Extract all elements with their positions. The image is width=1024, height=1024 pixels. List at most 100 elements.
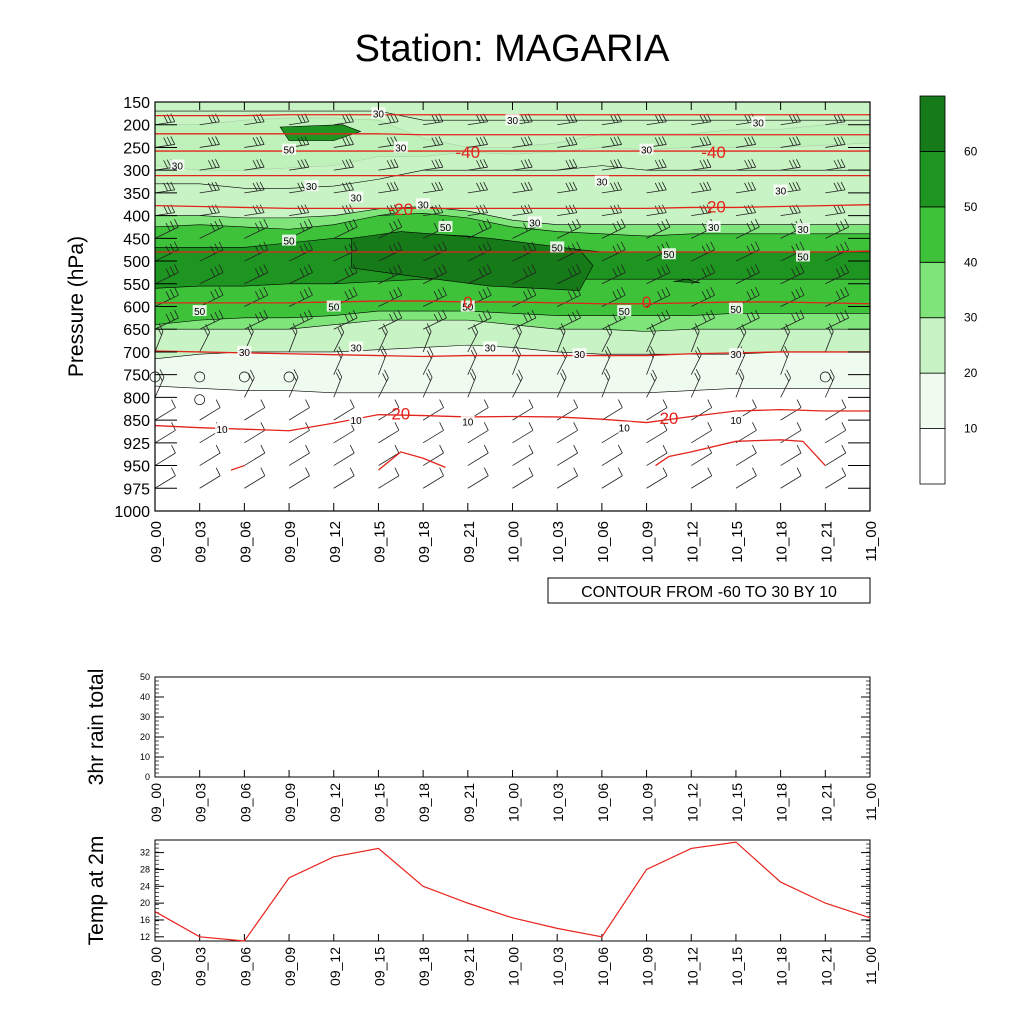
upper-air-panel: 30 30 50 30 30 30 30 30 30 30 30 30 30 30 30 50 50 50 50 50… [65,95,880,604]
wind-barb [824,323,834,353]
wind-barb [512,399,534,421]
time-tick-label: 10_03 [550,947,566,986]
speed-contour-label: 30 [797,225,809,236]
wind-barb [825,181,846,194]
speed-label-bg [215,423,230,435]
wind-barb [378,264,403,285]
speed-contour-label: 30 [351,193,363,204]
wind-barb [333,287,358,307]
speed-contour-label: 50 [440,223,452,234]
wind-barb [512,113,533,126]
wind-barb [557,287,581,307]
time-tick-label: 10_06 [595,947,611,986]
wind-barb [333,102,337,103]
pressure-tick-label: 600 [123,300,150,317]
temperature-contour-label: -20 [388,200,413,219]
colorbar-label: 30 [964,311,978,325]
temperature-panel: 12 16 20 24 28 32 09_00 09_03 09_06 09_09 09_12 09_… [85,836,879,986]
wind-barb [780,264,805,285]
wind-barb [467,309,492,330]
contour-info-box [547,577,871,604]
wind-barb [646,444,668,466]
rain-frame [154,676,871,778]
wind-barb [378,113,399,126]
speed-label-bg [527,216,542,228]
wind-barb [288,422,310,444]
wind-barb [155,323,164,353]
wind-barb [155,287,179,307]
wind-barb [155,444,176,466]
temperature-contour-label: 20 [659,409,678,428]
speed-label-bg [460,300,475,312]
wind-barb [422,399,444,421]
wind-barb [601,218,626,239]
speed-label-bg [617,421,632,433]
time-tick-label: 09_18 [416,521,433,563]
speed-label-bg [170,159,185,171]
wind-barb [467,102,471,103]
speed-label-bg [773,184,788,196]
wind-barb [735,158,757,171]
wind-barb [288,467,310,489]
speed-contour-label: 30 [306,182,318,193]
wind-barb [646,241,671,262]
time-tick-label: 10_21 [818,521,835,563]
speed-label-bg [795,223,810,235]
wind-barb [556,369,567,398]
wind-barb [244,309,269,330]
wind-barb [869,215,870,216]
time-tick-label: 09_06 [237,947,253,986]
speed-contour-label: 10 [619,424,631,435]
speed-contour-label: 30 [753,118,765,129]
wind-barb [512,264,537,285]
wind-barb [869,373,870,375]
speed-max-upper [279,124,362,141]
wind-barb [155,136,176,148]
temperature-contour-surface [655,439,826,467]
wind-barb [155,204,176,217]
wind-barb [467,368,477,398]
wind-barb [378,181,399,194]
speed-label-bg [706,220,721,232]
wind-barb [467,113,488,126]
speed-contour-label: 30 [641,146,653,157]
wind-barb [869,283,870,284]
speed-label-bg [728,414,743,426]
time-tick-label: 10_15 [729,521,746,563]
wind-barb [467,218,492,239]
wind-barb [646,264,671,285]
time-tick-label: 09_00 [148,947,164,986]
wind-barb [780,218,805,239]
wind-barb [869,419,870,421]
y-tick-label: 50 [140,672,150,682]
time-tick-label: 11_00 [863,521,880,562]
speed-contour-label: 50 [797,253,809,264]
wind-barb [691,102,694,103]
wind-barb [244,467,266,489]
wind-barb [735,264,760,285]
wind-barb [378,345,387,375]
speed-label-bg [617,305,632,317]
wind-barb [288,241,313,262]
wind-barb [288,264,313,285]
speed-label-bg [282,143,297,155]
speed-label-bg [438,220,453,232]
wind-barb [512,287,537,307]
temperature-contour-line [155,250,870,253]
wind-barb [333,324,345,353]
wind-barb [467,346,478,375]
wind-barb [869,487,870,489]
speed-contour-label: 30 [730,350,742,361]
wind-barb [512,158,533,171]
wind-barb [288,218,313,239]
wind-barb [556,444,579,466]
wind-barb [557,264,581,285]
pressure-tick-label: 850 [123,413,150,430]
speed-label-bg [237,345,252,357]
pressure-tick-label: 1000 [114,504,150,521]
wind-barb [512,181,533,194]
y-tick-label: 40 [140,692,150,702]
time-tick-label: 09_12 [327,783,343,822]
wind-barb [378,399,400,421]
